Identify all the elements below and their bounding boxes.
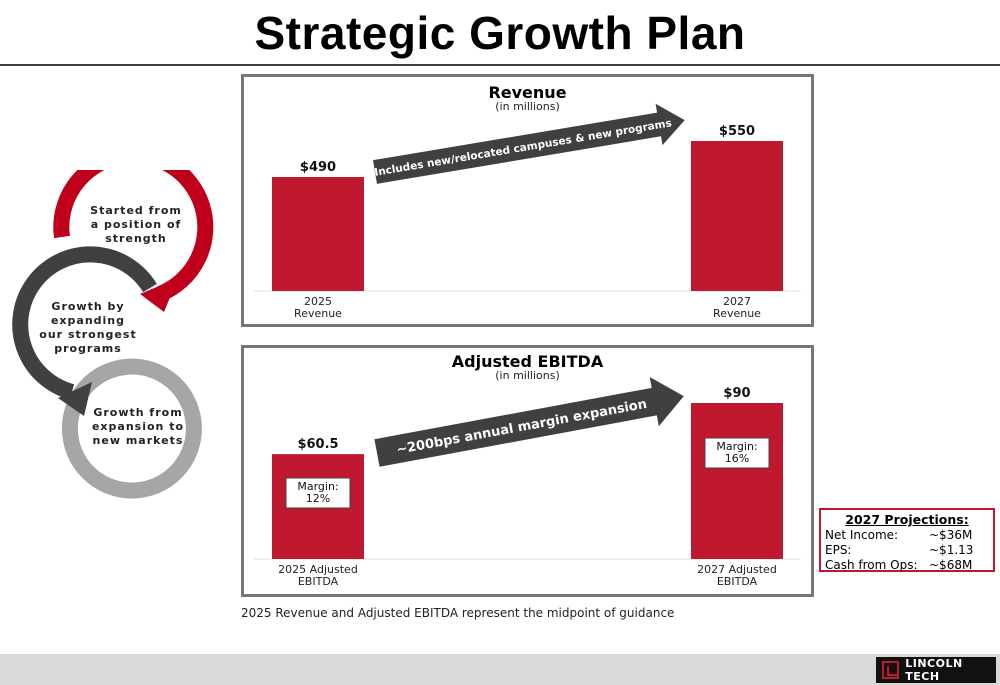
projection-row: Net Income: ~$36M bbox=[825, 528, 989, 543]
logo-mark-icon bbox=[882, 661, 900, 679]
title-divider bbox=[0, 64, 1000, 66]
revenue-chart-title: Revenue bbox=[488, 83, 567, 102]
bar-value-label: $90 bbox=[723, 386, 750, 401]
bar-value-label: $550 bbox=[719, 124, 755, 139]
category-label: Revenue bbox=[713, 307, 761, 320]
cycle-step-text: a position of bbox=[91, 218, 182, 231]
cycle-arc-position-of-strength bbox=[53, 170, 214, 302]
growth-arrow-label: Includes new/relocated campuses & new pr… bbox=[374, 117, 673, 179]
margin-annotation-text: Margin: bbox=[297, 480, 338, 493]
chart-bar bbox=[272, 177, 364, 291]
lincoln-tech-logo: LINCOLN TECH bbox=[876, 657, 996, 683]
cycle-step-text: expanding bbox=[51, 314, 125, 327]
page-title: Strategic Growth Plan bbox=[254, 7, 746, 59]
category-label: 2025 bbox=[304, 295, 332, 308]
category-label: EBITDA bbox=[298, 575, 339, 588]
bar-value-label: $60.5 bbox=[297, 437, 338, 452]
revenue-chart-panel: $490 2025 Revenue $550 2027 Revenue Includes n… bbox=[241, 74, 814, 327]
ebitda-chart-subtitle: (in millions) bbox=[495, 369, 560, 382]
footer-band bbox=[0, 654, 1000, 685]
margin-annotation-text: 16% bbox=[725, 452, 749, 465]
growth-arrow-shape bbox=[373, 103, 685, 184]
projection-label: Cash from Ops: bbox=[825, 558, 918, 572]
projection-row: Cash from Ops: ~$68M bbox=[825, 558, 989, 573]
projections-title: 2027 Projections: bbox=[845, 512, 969, 527]
growth-arrow: ~200bps annual margin expansion bbox=[374, 377, 684, 467]
projections-box: 2027 Projections: Net Income: ~$36M EPS:… bbox=[819, 508, 995, 572]
ebitda-chart-panel: $60.5 2025 Adjusted EBITDA Margin: 12% $90 202… bbox=[241, 345, 814, 597]
margin-annotation-box bbox=[285, 477, 351, 509]
cycle-step-text: our strongest bbox=[39, 328, 136, 341]
logo-text: LINCOLN TECH bbox=[905, 657, 963, 683]
category-label: EBITDA bbox=[717, 575, 758, 588]
projection-value: ~$36M bbox=[929, 528, 973, 542]
cycle-step-text: Growth from bbox=[93, 406, 182, 419]
cycle-step-text: strength bbox=[105, 232, 167, 245]
cycle-step-text: new markets bbox=[93, 434, 184, 447]
projection-value: ~$1.13 bbox=[929, 543, 974, 557]
projection-row: EPS: ~$1.13 bbox=[825, 543, 989, 558]
cycle-arrowhead-dark bbox=[58, 382, 92, 416]
category-label: Revenue bbox=[294, 307, 342, 320]
chart-bar bbox=[691, 141, 783, 291]
projection-value: ~$68M bbox=[929, 558, 973, 572]
cycle-step-text: Growth by bbox=[51, 300, 124, 313]
cycle-step-text: programs bbox=[54, 342, 122, 355]
cycle-step-text: Started from bbox=[90, 204, 182, 217]
bar-value-label: $490 bbox=[300, 160, 336, 175]
revenue-chart-subtitle: (in millions) bbox=[495, 100, 560, 113]
chart-bar bbox=[691, 403, 783, 559]
margin-annotation-box bbox=[704, 437, 770, 469]
cycle-arrowhead-red bbox=[140, 278, 178, 312]
cycle-arc-expanding-programs bbox=[12, 246, 157, 400]
margin-annotation-text: 12% bbox=[306, 492, 330, 505]
category-label: 2027 Adjusted bbox=[697, 563, 777, 576]
growth-arrow-shape bbox=[374, 377, 684, 467]
category-label: 2025 Adjusted bbox=[278, 563, 358, 576]
cycle-step-text: expansion to bbox=[92, 420, 184, 433]
ebitda-chart-title: Adjusted EBITDA bbox=[451, 352, 604, 371]
cycle-ring-new-markets bbox=[61, 358, 202, 499]
guidance-footnote: 2025 Revenue and Adjusted EBITDA represe… bbox=[241, 606, 675, 620]
projection-label: Net Income: bbox=[825, 528, 899, 542]
margin-annotation-text: Margin: bbox=[716, 440, 757, 453]
growth-arrow-label: ~200bps annual margin expansion bbox=[395, 397, 648, 458]
category-label: 2027 bbox=[723, 295, 751, 308]
growth-arrow: Includes new/relocated campuses & new pr… bbox=[373, 103, 685, 184]
projection-label: EPS: bbox=[825, 543, 852, 557]
